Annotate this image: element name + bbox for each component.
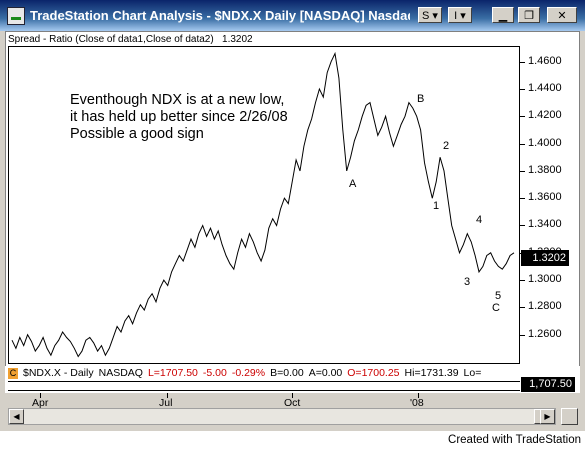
horizontal-scrollbar[interactable]: ◀ ▶ — [8, 408, 556, 425]
net-change: -5.00 — [202, 367, 227, 379]
wave-label-b: B — [417, 93, 425, 105]
indicator-label: Spread - Ratio (Close of data1,Close of … — [8, 34, 253, 45]
y-tick-label: 1.3000 — [528, 273, 562, 286]
current-value-box: 1.3202 — [521, 250, 569, 266]
pct-change: -0.29% — [231, 367, 266, 379]
y-tick-mark — [520, 143, 525, 145]
x-tick-mark — [292, 393, 293, 398]
restore-button[interactable]: ❐ — [518, 7, 540, 23]
exchange-label: NASDAQ — [98, 367, 143, 379]
annotation-line-1: Eventhough NDX is at a new low, — [70, 92, 285, 108]
y-tick-label: 1.3400 — [528, 218, 562, 231]
price-subplot — [8, 381, 520, 391]
window-title: TradeStation Chart Analysis - $NDX.X Dai… — [30, 8, 410, 23]
y-tick-label: 1.4600 — [528, 54, 562, 67]
footer-credit: Created with TradeStation — [448, 434, 581, 446]
wave-label-c: C — [492, 302, 500, 314]
annotation-line-3: Possible a good sign — [70, 126, 204, 142]
wave-label-4: 4 — [476, 214, 483, 226]
y-tick-mark — [520, 61, 525, 63]
y-tick-label: 1.4400 — [528, 81, 562, 94]
y-tick-mark — [520, 225, 525, 227]
high-value: Hi=1731.39 — [404, 367, 459, 379]
open-value: O=1700.25 — [347, 367, 400, 379]
x-tick-label: Jul — [159, 397, 173, 409]
x-tick-mark — [40, 393, 41, 398]
annotation-line-2: it has held up better since 2/26/08 — [70, 109, 288, 125]
y-tick-mark — [520, 198, 525, 200]
x-tick-mark — [167, 393, 168, 398]
wave-label-a: A — [349, 178, 357, 190]
chart-annotation: Eventhough NDX is at a new low, it has h… — [70, 92, 288, 143]
y-tick-label: 1.2800 — [528, 300, 562, 313]
plot-frame — [8, 46, 520, 364]
y-tick-label: 1.3600 — [528, 191, 562, 204]
title-bar[interactable]: TradeStation Chart Analysis - $NDX.X Dai… — [0, 0, 585, 31]
close-button[interactable]: ✕ — [547, 7, 577, 23]
x-tick-label: '08 — [410, 397, 424, 409]
x-tick-label: Apr — [32, 397, 49, 409]
y-tick-mark — [520, 116, 525, 118]
x-tick-label: Oct — [284, 397, 301, 409]
i-menu-button[interactable]: I ▾ — [448, 7, 472, 23]
scroll-left-icon[interactable]: ◀ — [9, 409, 24, 424]
symbol-label: $NDX.X - Daily — [23, 367, 94, 379]
wave-label-1: 1 — [433, 200, 440, 212]
y-tick-mark — [520, 88, 525, 90]
y-tick-mark — [520, 334, 525, 336]
ask-value: A=0.00 — [308, 367, 343, 379]
last-price: L=1707.50 — [147, 367, 198, 379]
price-value-box: 1,707.50 — [521, 377, 575, 392]
minimize-button[interactable]: ▁ — [492, 7, 514, 23]
chart-window: TradeStation Chart Analysis - $NDX.X Dai… — [0, 0, 585, 431]
x-tick-mark — [418, 393, 419, 398]
wave-label-3: 3 — [464, 276, 471, 288]
y-tick-label: 1.4000 — [528, 136, 562, 149]
scroll-right-icon[interactable]: ▶ — [540, 409, 555, 424]
indicator-name: Spread - Ratio (Close of data1,Close of … — [8, 34, 214, 45]
indicator-value: 1.3202 — [222, 34, 253, 45]
wave-label-2: 2 — [443, 140, 450, 152]
y-tick-mark — [520, 307, 525, 309]
y-tick-label: 1.3800 — [528, 163, 562, 176]
bid-value: B=0.00 — [270, 367, 304, 379]
low-value: Lo= — [463, 367, 482, 379]
s-menu-button[interactable]: S ▾ — [418, 7, 442, 23]
y-tick-label: 1.4200 — [528, 109, 562, 122]
y-tick-label: 1.2600 — [528, 327, 562, 340]
data-info-bar: C $NDX.X - Daily NASDAQ L=1707.50 -5.00 -0.29… — [8, 367, 520, 380]
wave-label-5: 5 — [495, 290, 502, 302]
scroll-corner-button[interactable] — [561, 408, 578, 425]
y-tick-mark — [520, 170, 525, 172]
data-badge[interactable]: C — [8, 368, 18, 379]
chart-app-icon — [7, 7, 25, 25]
y-tick-mark — [520, 280, 525, 282]
